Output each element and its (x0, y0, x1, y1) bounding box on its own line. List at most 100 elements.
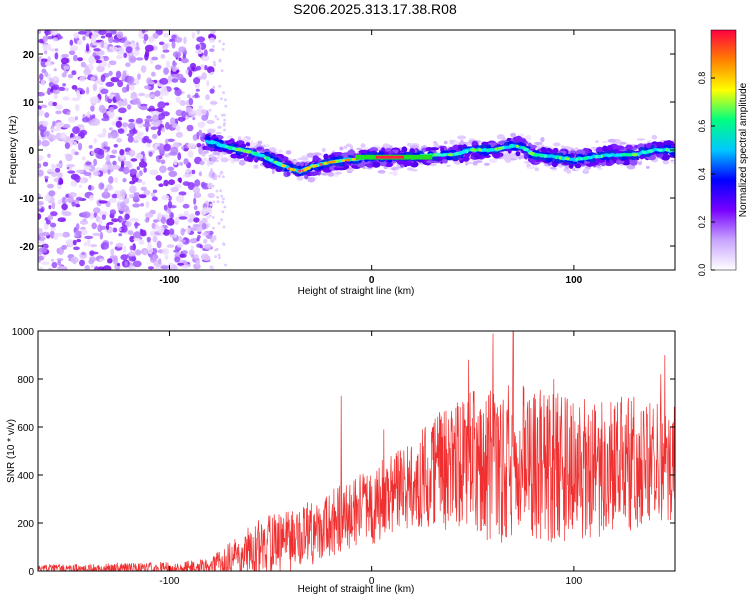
noise-blob (70, 45, 79, 52)
noise-blob (169, 228, 175, 235)
core-blob (387, 159, 392, 162)
noise-blob (107, 63, 111, 68)
noise-blob (105, 32, 113, 38)
noise-blob (51, 171, 58, 178)
y-tick-label: 800 (17, 375, 34, 386)
noise-blob (220, 171, 224, 175)
peak-strip-inner (375, 155, 405, 159)
noise-blob (84, 265, 90, 270)
band-blob (230, 153, 239, 159)
noise-blob (140, 65, 147, 73)
noise-blob (94, 266, 99, 270)
x-tick-label: -100 (159, 576, 179, 587)
noise-blob (115, 94, 121, 102)
noise-blob (221, 48, 225, 51)
noise-blob (120, 189, 126, 197)
noise-blob (58, 86, 65, 91)
noise-blob (157, 101, 166, 109)
noise-blob (218, 256, 221, 260)
noise-blob (138, 161, 148, 168)
noise-blob (50, 128, 59, 132)
noise-blob (48, 48, 58, 52)
noise-blob (91, 222, 97, 230)
band-blob (379, 160, 387, 167)
noise-blob (179, 117, 184, 123)
ridge-blob (615, 153, 619, 157)
noise-blob (50, 227, 56, 232)
band-blob (602, 145, 608, 152)
noise-blob (221, 210, 225, 214)
noise-blob (117, 262, 120, 267)
noise-blob (205, 94, 210, 101)
noise-blob (100, 35, 106, 39)
core-blob (600, 157, 607, 160)
noise-blob (38, 201, 44, 206)
colorbar-tick-label: 0.0 (697, 264, 707, 277)
band-blob (506, 137, 511, 142)
noise-blob (146, 108, 156, 112)
noise-blob (125, 220, 132, 228)
band-blob (369, 147, 379, 153)
noise-blob (127, 230, 134, 236)
noise-blob (199, 160, 205, 166)
noise-blob (216, 159, 219, 163)
noise-blob (224, 98, 227, 102)
noise-blob (62, 96, 70, 101)
noise-blob (56, 122, 62, 131)
core-blob (644, 153, 652, 157)
halo-blob (406, 142, 412, 147)
noise-blob (115, 70, 122, 79)
noise-blob (193, 205, 198, 211)
noise-blob (129, 128, 138, 135)
noise-blob (206, 80, 210, 87)
noise-blob (117, 50, 125, 55)
noise-blob (163, 143, 171, 152)
noise-blob (135, 117, 143, 124)
noise-blob (129, 194, 134, 199)
noise-blob (182, 203, 190, 209)
noise-blob (132, 231, 142, 239)
noise-blob (144, 44, 154, 52)
noise-blob (195, 210, 200, 216)
noise-blob (167, 200, 173, 209)
band-blob (661, 153, 670, 161)
noise-blob (120, 254, 128, 261)
core-blob (554, 159, 558, 162)
noise-blob (70, 137, 75, 145)
noise-blob (140, 229, 147, 237)
band-blob (286, 171, 291, 176)
noise-blob (138, 194, 147, 199)
noise-blob (93, 55, 101, 60)
noise-blob (209, 48, 215, 52)
noise-blob (83, 172, 92, 176)
core-blob (445, 156, 453, 161)
ridge-blob (274, 161, 282, 165)
noise-blob (88, 184, 92, 191)
noise-blob (136, 172, 141, 179)
halo-blob (339, 146, 344, 151)
noise-blob (160, 159, 166, 165)
noise-blob (195, 44, 200, 50)
noise-blob (175, 96, 181, 103)
noise-blob (154, 64, 162, 70)
noise-blob (73, 246, 80, 251)
noise-blob (51, 201, 56, 210)
noise-blob (102, 163, 108, 170)
noise-blob (117, 47, 125, 51)
noise-blob (217, 175, 221, 178)
noise-blob (139, 203, 145, 207)
noise-blob (210, 168, 213, 172)
noise-blob (80, 61, 86, 68)
ridge-blob (497, 146, 503, 150)
noise-blob (168, 151, 178, 156)
noise-blob (111, 132, 119, 139)
core-blob (314, 167, 319, 170)
noise-blob (171, 78, 179, 83)
noise-blob (192, 134, 198, 142)
noise-blob (209, 101, 218, 105)
hot-blob (346, 158, 350, 162)
noise-blob (57, 259, 62, 266)
noise-blob (223, 205, 227, 209)
noise-blob (122, 71, 127, 78)
band-blob (625, 144, 633, 150)
